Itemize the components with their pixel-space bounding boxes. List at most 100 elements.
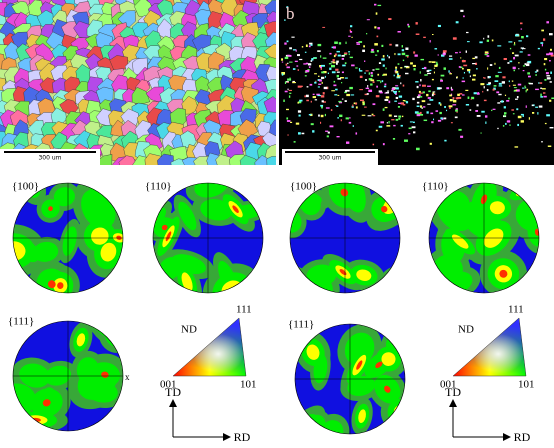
boundary-fragment bbox=[492, 88, 495, 91]
boundary-fragment bbox=[388, 114, 392, 117]
boundary-fragment bbox=[547, 145, 552, 147]
pf-outline bbox=[12, 320, 124, 432]
boundary-fragment bbox=[429, 40, 431, 43]
boundary-fragment bbox=[360, 99, 364, 102]
pf-outline bbox=[294, 323, 406, 435]
boundary-fragment bbox=[427, 97, 431, 99]
boundary-fragment bbox=[348, 51, 351, 53]
pf-contour bbox=[32, 241, 59, 262]
boundary-fragment bbox=[308, 114, 312, 116]
boundary-fragment bbox=[458, 66, 461, 68]
boundary-fragment bbox=[402, 84, 405, 87]
boundary-fragment bbox=[346, 93, 350, 97]
boundary-fragment bbox=[503, 58, 507, 61]
boundary-fragment bbox=[411, 126, 416, 129]
pf-contour bbox=[47, 280, 56, 289]
boundary-fragment bbox=[284, 81, 287, 84]
boundary-fragment bbox=[463, 64, 468, 67]
boundary-fragment bbox=[522, 87, 525, 89]
boundary-fragment bbox=[382, 55, 385, 58]
boundary-fragment bbox=[431, 93, 434, 97]
boundary-fragment bbox=[435, 110, 439, 112]
boundary-fragment bbox=[463, 15, 465, 18]
boundary-fragment bbox=[364, 106, 367, 108]
boundary-fragment bbox=[538, 82, 540, 84]
boundary-fragment bbox=[462, 94, 465, 96]
boundary-fragment bbox=[483, 77, 485, 79]
pf-contour bbox=[44, 365, 72, 386]
pf-label: {111} bbox=[288, 319, 314, 331]
boundary-fragment bbox=[334, 53, 337, 56]
boundary-fragment bbox=[455, 108, 458, 110]
boundary-fragment bbox=[507, 62, 510, 64]
boundary-fragment bbox=[520, 120, 524, 123]
boundary-fragment bbox=[317, 43, 322, 47]
boundary-fragment bbox=[440, 79, 443, 82]
boundary-fragment bbox=[469, 75, 471, 78]
boundary-fragment bbox=[377, 73, 380, 76]
boundary-fragment bbox=[329, 67, 332, 70]
scale-label: 300 um bbox=[38, 155, 61, 162]
boundary-fragment bbox=[489, 76, 491, 78]
boundary-fragment bbox=[421, 107, 424, 109]
boundary-fragment bbox=[295, 49, 297, 52]
boundary-fragment bbox=[413, 131, 416, 134]
boundary-fragment bbox=[402, 59, 405, 62]
boundary-fragment bbox=[352, 125, 354, 127]
boundary-fragment bbox=[318, 83, 322, 85]
boundary-fragment bbox=[431, 121, 434, 124]
boundary-fragment bbox=[381, 58, 385, 61]
pf-contour bbox=[53, 187, 75, 207]
boundary-fragment bbox=[457, 93, 460, 96]
boundary-fragment bbox=[452, 104, 457, 106]
boundary-fragment bbox=[295, 122, 300, 125]
pf-contour bbox=[77, 362, 118, 400]
boundary-fragment bbox=[437, 119, 442, 122]
boundary-fragment bbox=[487, 35, 490, 38]
boundary-fragment bbox=[449, 73, 453, 75]
ipf-label: 111 bbox=[236, 304, 252, 316]
boundary-fragment bbox=[420, 79, 422, 82]
pf-outline bbox=[152, 182, 264, 294]
boundary-fragment bbox=[397, 63, 400, 65]
boundary-fragment bbox=[441, 54, 445, 57]
boundary-fragment bbox=[526, 88, 529, 91]
boundary-fragment bbox=[446, 109, 448, 112]
boundary-fragment bbox=[331, 90, 335, 92]
boundary-fragment bbox=[404, 139, 408, 142]
boundary-fragment bbox=[318, 79, 322, 82]
boundary-fragment bbox=[493, 85, 497, 87]
pole-figure bbox=[12, 320, 124, 432]
boundary-fragment bbox=[549, 60, 551, 62]
boundary-fragment bbox=[350, 94, 355, 96]
boundary-fragment bbox=[541, 29, 545, 32]
boundary-fragment bbox=[311, 58, 314, 61]
boundary-fragment bbox=[364, 72, 366, 74]
pf-contour bbox=[200, 199, 233, 221]
boundary-fragment bbox=[423, 106, 426, 108]
boundary-fragment bbox=[540, 93, 542, 97]
boundary-fragment bbox=[427, 69, 432, 72]
pf-contour bbox=[48, 206, 53, 211]
pf-contour bbox=[306, 344, 320, 360]
boundary-fragment bbox=[525, 89, 527, 93]
boundary-fragment bbox=[429, 142, 432, 145]
pf-contour bbox=[165, 231, 172, 242]
pf-contour bbox=[381, 205, 388, 213]
pf-outline bbox=[289, 182, 401, 294]
boundary-fragment bbox=[389, 43, 392, 46]
boundary-fragment bbox=[394, 53, 396, 56]
pole-figure bbox=[152, 182, 264, 294]
boundary-fragment bbox=[498, 85, 503, 87]
pf-contour bbox=[356, 360, 363, 370]
pf-contour bbox=[384, 385, 391, 393]
boundary-fragment bbox=[465, 89, 469, 92]
boundary-fragment bbox=[349, 86, 353, 90]
boundary-fragment bbox=[434, 48, 438, 50]
boundary-fragment bbox=[432, 91, 436, 93]
boundary-fragment bbox=[341, 58, 345, 60]
boundary-fragment bbox=[518, 68, 520, 70]
boundary-fragment bbox=[344, 100, 347, 102]
boundary-fragment bbox=[318, 114, 320, 117]
boundary-fragment bbox=[440, 103, 442, 106]
